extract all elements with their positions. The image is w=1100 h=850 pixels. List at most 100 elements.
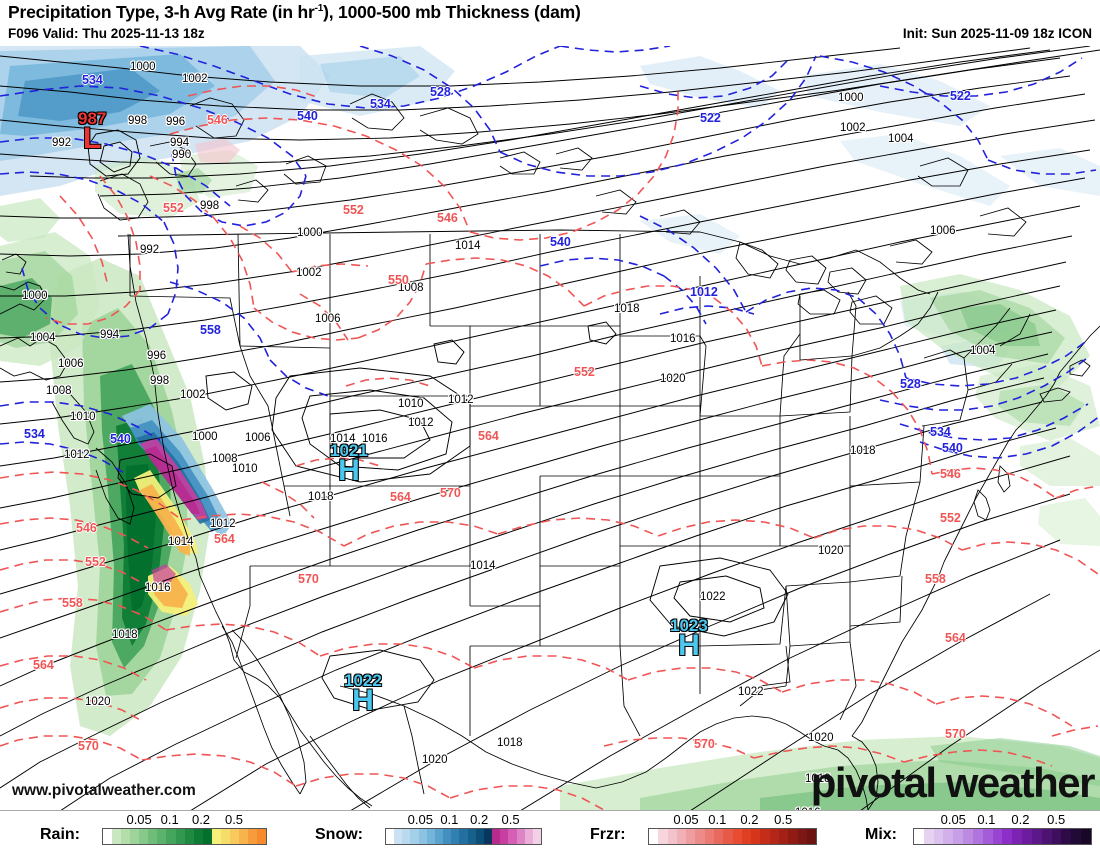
legend-swatch [992, 829, 1003, 844]
isobar-label: 1002 [182, 73, 208, 85]
map-canvas[interactable]: 987 L 1021 H 1022 H 1023 H 1000 1002 998 99… [0, 46, 1100, 811]
pressure-center-low[interactable]: 987 L [78, 110, 106, 154]
header: Precipitation Type, 3-h Avg Rate (in hr-… [0, 0, 1100, 46]
precip-snow-area [840, 134, 1010, 206]
thickness-label-blue: 522 [950, 89, 971, 103]
isobar-label: 1014 [470, 560, 496, 572]
legend-swatch [778, 829, 789, 844]
legend-ticks-snow: 0.05 0.1 0.2 0.5 [385, 812, 542, 827]
isobar-label: 1022 [738, 686, 764, 698]
isobar-label: 1020 [422, 754, 448, 766]
legend-tick: 0.05 [407, 812, 433, 827]
legend-group-snow: Snow: 0.05 0.1 0.2 0.5 [315, 812, 550, 850]
legend-swatch [193, 829, 203, 844]
legend-swatch [418, 829, 427, 844]
legend-swatch [443, 829, 452, 844]
legend-swatch [532, 829, 541, 844]
isobar-label: 1018 [497, 737, 523, 749]
legend-swatch [248, 829, 258, 844]
legend-swatch [1041, 829, 1052, 844]
legend-swatch [732, 829, 742, 844]
isobar-label: 1018 [614, 303, 640, 315]
isobar-label: 1000 [838, 92, 864, 104]
legend-swatch [508, 829, 517, 844]
pressure-center-value: 1021 [330, 441, 368, 460]
isobar-label: 996 [166, 116, 186, 128]
legend-label-rain: Rain: [40, 826, 80, 843]
isobar-label: 1006 [58, 358, 84, 370]
thickness-label-red: 570 [440, 486, 461, 500]
precip-rain-area [0, 198, 60, 242]
legend-colorbar-frzr[interactable] [648, 828, 817, 845]
thickness-label-red: 546 [437, 211, 458, 225]
isobar-label: 1016 [670, 333, 696, 345]
isobar-label: 1022 [700, 591, 726, 603]
isobar-label: 1012 [448, 394, 474, 406]
precip-rain-area [1020, 438, 1100, 486]
isobar-label: 998 [128, 115, 148, 127]
map-graphics [0, 46, 1100, 810]
isobar-label: 1012 [408, 417, 434, 429]
legend-colorbar-mix[interactable] [913, 828, 1092, 845]
watermark: pivotal weather [810, 759, 1096, 806]
legend-swatch [963, 829, 973, 844]
pressure-center-value: 1022 [344, 671, 382, 690]
precip-rain-area [1038, 498, 1100, 546]
thickness-contours-blue [0, 46, 1100, 475]
legend-tick: 0.1 [708, 812, 727, 827]
precip-snow-area [1000, 148, 1100, 196]
legend-tick: 0.05 [940, 812, 966, 827]
legend-colorbar-snow[interactable] [385, 828, 542, 845]
isobar-label: 994 [170, 137, 190, 149]
isobar-label: 1008 [212, 453, 238, 465]
thickness-label-red: 550 [388, 273, 409, 287]
legend-swatch [483, 829, 493, 844]
precip-rain-area [930, 738, 1100, 786]
thickness-label-blue: 534 [930, 425, 951, 439]
legend-swatch [211, 829, 221, 844]
legend-swatch [1071, 829, 1082, 844]
thickness-label-red: 564 [214, 532, 235, 546]
legend-swatch [434, 829, 444, 844]
isobar-label: 1006 [930, 225, 956, 237]
pressure-center-high[interactable]: 1021 H [330, 442, 368, 486]
precip-rain-area [760, 782, 1100, 810]
precip-mix-area [144, 446, 200, 514]
legend-swatch [1081, 829, 1091, 844]
page-title-exponent: -1 [314, 3, 324, 15]
precip-snow-area [320, 56, 420, 98]
site-url[interactable]: www.pivotalweather.com [12, 782, 196, 799]
pressure-center-symbol: L [83, 122, 102, 155]
legend-swatch [1031, 829, 1042, 844]
legend-tick: 0.2 [1011, 812, 1030, 827]
legend-swatch [972, 829, 983, 844]
thickness-label-blue: 522 [700, 111, 721, 125]
legend-swatch [229, 829, 239, 844]
legend-swatch [704, 829, 714, 844]
legend-swatch [751, 829, 761, 844]
legend-tick: 0.1 [440, 812, 459, 827]
legend-swatch [402, 829, 411, 844]
legend-swatch [459, 829, 468, 844]
isobar-label: 1016 [145, 582, 171, 594]
isobar-label: 1020 [818, 545, 844, 557]
legend-swatch [257, 829, 267, 844]
thickness-label-red: 570 [945, 727, 966, 741]
isobar-label: 1016 [795, 807, 821, 810]
isobar-label: 1000 [192, 431, 218, 443]
isobar-label: 1012 [210, 518, 236, 530]
legend-swatch [112, 829, 122, 844]
precip-rain-area [175, 168, 212, 194]
isobar-contours [0, 46, 1100, 810]
legend-swatch [797, 829, 807, 844]
legend-colorbar-rain[interactable] [102, 828, 267, 845]
isobar-label: 1006 [245, 432, 271, 444]
legend-swatch [1012, 829, 1023, 844]
isobar-label: 1000 [130, 61, 156, 73]
thickness-label-red: 570 [298, 572, 319, 586]
pressure-center-high[interactable]: 1022 H [344, 672, 382, 716]
thickness-label-red: 564 [945, 631, 966, 645]
legend-swatch [686, 829, 696, 844]
isobar-label: 1002 [840, 122, 866, 134]
pressure-center-high[interactable]: 1023 H [670, 617, 708, 661]
